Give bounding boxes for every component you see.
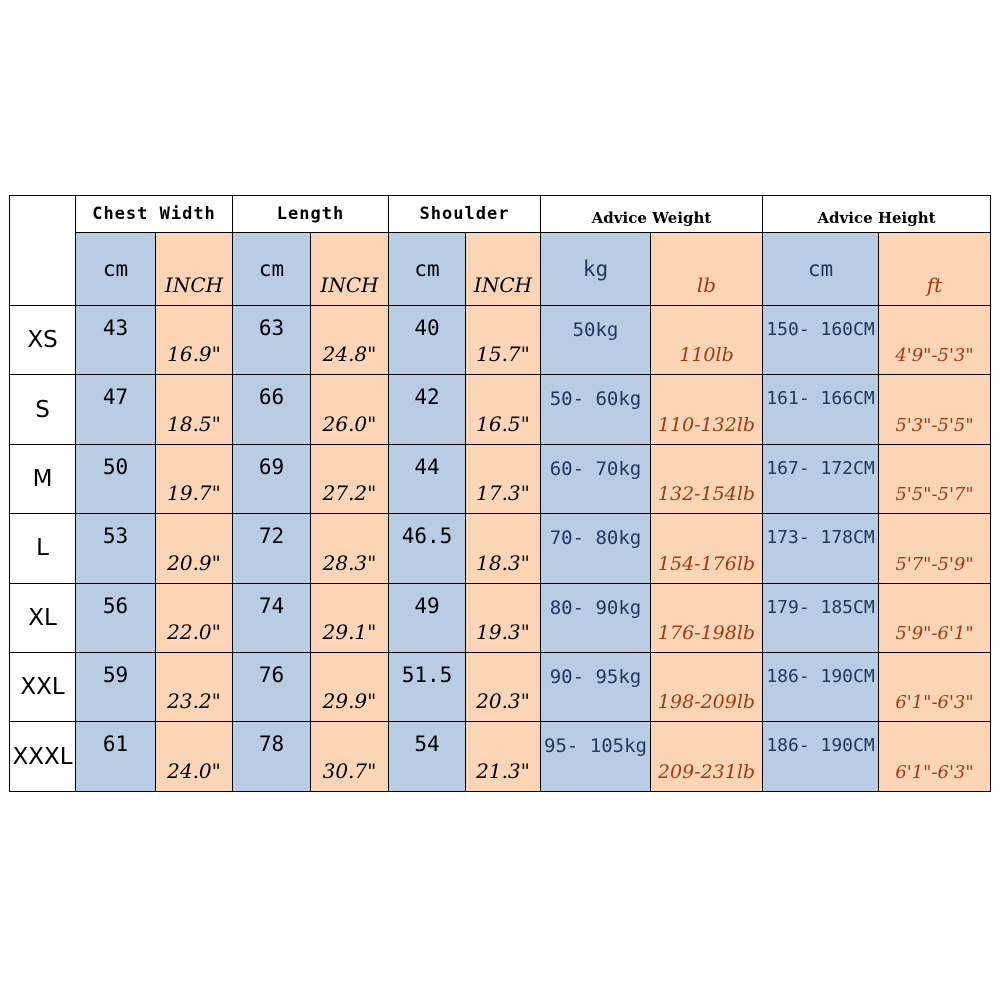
cell-height-cm: 179- 185CM xyxy=(763,583,879,653)
cell-height-ft: 5'7"-5'9" xyxy=(879,514,991,584)
cell-chest-inch: 20.9" xyxy=(156,514,233,584)
cell-chest-inch: 23.2" xyxy=(156,652,233,723)
cell-chest-cm: 43 xyxy=(76,306,156,376)
cell-chest-cm: 61 xyxy=(76,722,156,792)
size-label-xl: XL xyxy=(10,583,76,653)
cell-chest-inch: 22.0" xyxy=(156,583,233,653)
cell-weight-kg: 50- 60kg xyxy=(541,375,651,445)
cell-height-ft: 5'3"-5'5" xyxy=(879,375,991,445)
cell-shoulder-cm: 44 xyxy=(389,444,466,515)
cell-height-cm: 161- 166CM xyxy=(763,375,879,445)
subheader-height-cm: cm xyxy=(763,233,879,306)
cell-weight-kg: 70- 80kg xyxy=(541,514,651,584)
cell-height-cm: 186- 190CM xyxy=(763,652,879,723)
cell-shoulder-cm: 40 xyxy=(389,306,466,376)
cell-shoulder-cm: 46.5 xyxy=(389,514,466,584)
cell-weight-lb: 110-132lb xyxy=(651,375,763,445)
cell-shoulder-cm: 54 xyxy=(389,722,466,792)
cell-height-ft: 6'1"-6'3" xyxy=(879,722,991,792)
cell-weight-lb: 176-198lb xyxy=(651,583,763,653)
cell-weight-kg: 50kg xyxy=(541,306,651,376)
group-header-length: Length xyxy=(233,196,389,233)
cell-chest-inch: 18.5" xyxy=(156,375,233,445)
cell-length-cm: 76 xyxy=(233,652,311,723)
cell-weight-kg: 80- 90kg xyxy=(541,583,651,653)
subheader-chest-inch: INCH xyxy=(156,233,233,306)
cell-weight-lb: 154-176lb xyxy=(651,514,763,584)
group-header-advice-weight: Advice Weight xyxy=(541,196,763,233)
size-label-xxxl: XXXL xyxy=(10,722,76,792)
cell-chest-cm: 50 xyxy=(76,444,156,515)
cell-length-inch: 29.1" xyxy=(311,583,389,653)
cell-length-cm: 78 xyxy=(233,722,311,792)
cell-height-ft: 5'9"-6'1" xyxy=(879,583,991,653)
cell-length-cm: 63 xyxy=(233,306,311,376)
cell-weight-lb: 110lb xyxy=(651,306,763,376)
cell-weight-lb: 132-154lb xyxy=(651,444,763,515)
size-label-l: L xyxy=(10,514,76,584)
cell-shoulder-cm: 51.5 xyxy=(389,652,466,723)
cell-length-inch: 28.3" xyxy=(311,514,389,584)
size-label-s: S xyxy=(10,375,76,445)
size-label-m: M xyxy=(10,444,76,515)
size-label-xs: XS xyxy=(10,306,76,376)
subheader-weight-lb: lb xyxy=(651,233,763,306)
size-chart-table: Chest Width Length Shoulder Advice Weigh… xyxy=(9,195,991,792)
cell-length-inch: 26.0" xyxy=(311,375,389,445)
cell-shoulder-inch: 21.3" xyxy=(466,722,541,792)
group-header-shoulder: Shoulder xyxy=(389,196,541,233)
subheader-shoulder-cm: cm xyxy=(389,233,466,306)
cell-length-inch: 30.7" xyxy=(311,722,389,792)
subheader-chest-cm: cm xyxy=(76,233,156,306)
subheader-weight-kg: kg xyxy=(541,233,651,306)
cell-shoulder-cm: 42 xyxy=(389,375,466,445)
cell-weight-kg: 95- 105kg xyxy=(541,722,651,792)
cell-weight-kg: 60- 70kg xyxy=(541,444,651,515)
cell-length-cm: 69 xyxy=(233,444,311,515)
cell-shoulder-inch: 16.5" xyxy=(466,375,541,445)
cell-height-cm: 167- 172CM xyxy=(763,444,879,515)
cell-shoulder-inch: 18.3" xyxy=(466,514,541,584)
cell-length-inch: 29.9" xyxy=(311,652,389,723)
cell-height-ft: 5'5"-5'7" xyxy=(879,444,991,515)
cell-length-cm: 72 xyxy=(233,514,311,584)
group-header-advice-height: Advice Height xyxy=(763,196,991,233)
cell-height-ft: 4'9"-5'3" xyxy=(879,306,991,376)
cell-length-cm: 66 xyxy=(233,375,311,445)
cell-weight-kg: 90- 95kg xyxy=(541,652,651,723)
cell-shoulder-inch: 20.3" xyxy=(466,652,541,723)
cell-weight-lb: 198-209lb xyxy=(651,652,763,723)
cell-height-cm: 150- 160CM xyxy=(763,306,879,376)
cell-height-cm: 186- 190CM xyxy=(763,722,879,792)
cell-shoulder-inch: 17.3" xyxy=(466,444,541,515)
cell-chest-inch: 19.7" xyxy=(156,444,233,515)
corner-cell xyxy=(10,196,76,306)
cell-chest-cm: 56 xyxy=(76,583,156,653)
cell-chest-cm: 53 xyxy=(76,514,156,584)
cell-length-inch: 27.2" xyxy=(311,444,389,515)
subheader-shoulder-inch: INCH xyxy=(466,233,541,306)
subheader-height-ft: ft xyxy=(879,233,991,306)
subheader-length-inch: INCH xyxy=(311,233,389,306)
cell-length-inch: 24.8" xyxy=(311,306,389,376)
cell-height-cm: 173- 178CM xyxy=(763,514,879,584)
subheader-length-cm: cm xyxy=(233,233,311,306)
cell-chest-cm: 47 xyxy=(76,375,156,445)
size-label-xxl: XXL xyxy=(10,652,76,723)
cell-chest-cm: 59 xyxy=(76,652,156,723)
cell-chest-inch: 24.0" xyxy=(156,722,233,792)
cell-length-cm: 74 xyxy=(233,583,311,653)
cell-chest-inch: 16.9" xyxy=(156,306,233,376)
cell-shoulder-cm: 49 xyxy=(389,583,466,653)
cell-height-ft: 6'1"-6'3" xyxy=(879,652,991,723)
cell-weight-lb: 209-231lb xyxy=(651,722,763,792)
group-header-chest-width: Chest Width xyxy=(76,196,233,233)
cell-shoulder-inch: 19.3" xyxy=(466,583,541,653)
cell-shoulder-inch: 15.7" xyxy=(466,306,541,376)
